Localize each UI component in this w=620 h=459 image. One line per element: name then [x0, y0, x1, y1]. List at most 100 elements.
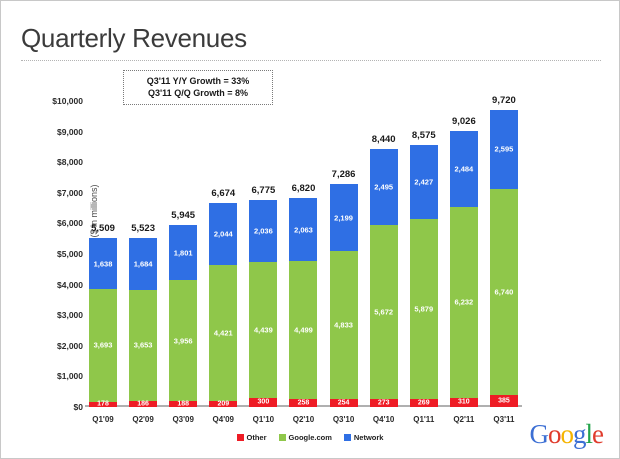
- legend-item[interactable]: Other: [236, 433, 267, 442]
- title-divider: [21, 60, 601, 61]
- bar-segment-value: 209: [217, 400, 230, 408]
- bar-segment-google-com[interactable]: 3,653: [129, 289, 158, 402]
- bar-segment-google-com[interactable]: 5,879: [409, 218, 438, 399]
- bar-segment-network[interactable]: 2,495: [369, 148, 398, 226]
- bar-segment-value: 3,956: [173, 336, 193, 346]
- bar-column[interactable]: 2,199 4,833 254 7,286 Q3'10: [329, 101, 358, 424]
- chart-legend: Other Google.com Network: [1, 433, 619, 442]
- callout-line-qoq: Q3'11 Q/Q Growth = 8%: [148, 88, 248, 98]
- x-axis-tick: Q1'11: [413, 415, 435, 424]
- bar-segment-value: 5,672: [374, 307, 394, 317]
- stacked-bar: 2,044 4,421 209: [209, 202, 238, 408]
- bar-segment-network[interactable]: 1,684: [129, 238, 158, 290]
- bar-segment-google-com[interactable]: 4,499: [289, 261, 318, 400]
- bar-column[interactable]: 2,495 5,672 273 8,440 Q4'10: [369, 101, 398, 424]
- stacked-bar: 2,199 4,833 254: [329, 184, 358, 407]
- bar-segment-value: 2,495: [374, 182, 394, 192]
- bar-segment-value: 178: [97, 400, 109, 408]
- bar-segment-other[interactable]: 254: [329, 399, 358, 407]
- bar-segment-other[interactable]: 188: [169, 400, 198, 408]
- bar-segment-value: 273: [377, 399, 390, 407]
- bar-column[interactable]: 2,044 4,421 209 6,674 Q4'09: [209, 101, 238, 424]
- bar-segment-value: 269: [417, 399, 430, 407]
- legend-item[interactable]: Google.com: [278, 433, 332, 442]
- bar-series-container: 1,638 3,693 178 5,509 Q1'09 1,684 3,653 186 5,52…: [89, 95, 518, 424]
- stacked-bar: 1,638 3,693 178: [89, 238, 117, 408]
- bar-segment-other[interactable]: 300: [249, 397, 278, 407]
- bar-segment-value: 254: [337, 399, 350, 407]
- bar-segment-google-com[interactable]: 5,672: [369, 225, 398, 399]
- logo-letter-g1: G: [529, 419, 549, 449]
- y-axis-tick: $8,000: [57, 157, 83, 168]
- stacked-bar: 2,495 5,672 273: [369, 148, 398, 407]
- bar-segment-other[interactable]: 186: [129, 400, 158, 408]
- bar-segment-google-com[interactable]: 6,232: [449, 206, 478, 398]
- bar-column[interactable]: 2,063 4,499 258 6,820 Q2'10: [289, 101, 318, 424]
- legend-swatch-network: [343, 434, 351, 441]
- bar-total-label: 6,775: [251, 184, 276, 196]
- bar-segment-value: 1,684: [133, 259, 153, 269]
- bar-segment-network[interactable]: 2,036: [249, 199, 278, 262]
- legend-label: Other: [246, 433, 267, 442]
- bar-total-label: 7,286: [331, 169, 356, 181]
- bar-segment-value: 3,653: [133, 340, 153, 350]
- bar-segment-network[interactable]: 2,595: [489, 109, 518, 189]
- y-axis-tick: $0: [73, 402, 83, 412]
- bar-segment-network[interactable]: 2,199: [329, 184, 358, 252]
- bar-column[interactable]: 2,484 6,232 310 9,026 Q2'11: [449, 101, 478, 424]
- bar-segment-google-com[interactable]: 3,693: [89, 288, 117, 402]
- logo-letter-o2: o: [560, 419, 574, 449]
- legend-label: Network: [353, 433, 384, 442]
- bar-column[interactable]: 2,595 6,740 385 9,720 Q3'11: [489, 95, 518, 424]
- bar-segment-other[interactable]: 178: [89, 400, 117, 408]
- bar-total-label: 9,026: [451, 115, 476, 127]
- bar-column[interactable]: 1,801 3,956 188 5,945 Q3'09: [169, 101, 198, 424]
- bar-segment-network[interactable]: 2,044: [209, 202, 238, 266]
- bar-segment-value: 5,879: [414, 304, 434, 314]
- bar-segment-value: 4,833: [334, 320, 353, 330]
- bar-column[interactable]: 1,684 3,653 186 5,523 Q2'09: [129, 101, 158, 424]
- y-axis-tick: $6,000: [57, 218, 83, 229]
- bar-segment-google-com[interactable]: 4,421: [209, 265, 238, 401]
- bar-segment-google-com[interactable]: 4,439: [249, 262, 278, 398]
- x-axis-tick: Q2'10: [292, 415, 315, 424]
- bar-segment-network[interactable]: 1,801: [169, 225, 198, 281]
- bar-segment-other[interactable]: 273: [369, 398, 398, 407]
- bar-segment-value: 1,638: [93, 259, 113, 268]
- bar-segment-network[interactable]: 2,063: [289, 198, 318, 262]
- bar-segment-google-com[interactable]: 4,833: [329, 251, 358, 400]
- bar-total-label: 6,820: [291, 183, 316, 195]
- x-axis-tick: Q3'09: [172, 415, 194, 424]
- stacked-bar: 2,484 6,232 310: [449, 130, 478, 407]
- stacked-bar: 2,036 4,439 300: [249, 199, 278, 407]
- y-axis-tick: $4,000: [57, 279, 83, 290]
- bar-segment-value: 258: [297, 399, 310, 407]
- bar-total-label: 8,440: [371, 133, 396, 145]
- logo-letter-l: l: [585, 419, 593, 449]
- bar-total-label: 8,575: [411, 129, 436, 141]
- bar-segment-other[interactable]: 209: [209, 400, 238, 408]
- bar-segment-other[interactable]: 310: [449, 397, 478, 407]
- bar-segment-value: 2,199: [334, 213, 353, 223]
- bar-segment-other[interactable]: 269: [409, 398, 438, 407]
- bar-segment-network[interactable]: 1,638: [89, 238, 117, 289]
- y-axis-tick: $5,000: [57, 249, 83, 259]
- bar-segment-value: 186: [137, 400, 149, 408]
- bar-segment-google-com[interactable]: 6,740: [489, 189, 518, 396]
- y-axis-tick: $9,000: [57, 126, 83, 137]
- x-axis-tick: Q1'09: [92, 415, 114, 424]
- bar-segment-value: 2,427: [414, 177, 434, 187]
- bar-column[interactable]: 2,036 4,439 300 6,775 Q1'10: [249, 101, 278, 424]
- bar-segment-value: 300: [257, 398, 270, 406]
- bar-segment-other[interactable]: 258: [289, 399, 318, 407]
- bar-segment-network[interactable]: 2,427: [409, 144, 438, 219]
- stacked-bar: 1,684 3,653 186: [129, 238, 158, 408]
- bar-column[interactable]: 2,427 5,879 269 8,575 Q1'11: [409, 101, 438, 424]
- bar-segment-value: 188: [177, 400, 190, 408]
- bar-segment-google-com[interactable]: 3,956: [169, 280, 198, 402]
- bar-column[interactable]: 1,638 3,693 178 5,509 Q1'09: [89, 101, 117, 424]
- bar-segment-network[interactable]: 2,484: [449, 130, 478, 207]
- legend-item[interactable]: Network: [343, 433, 384, 442]
- bar-segment-value: 1,801: [173, 248, 193, 258]
- bar-segment-other[interactable]: 385: [489, 395, 518, 407]
